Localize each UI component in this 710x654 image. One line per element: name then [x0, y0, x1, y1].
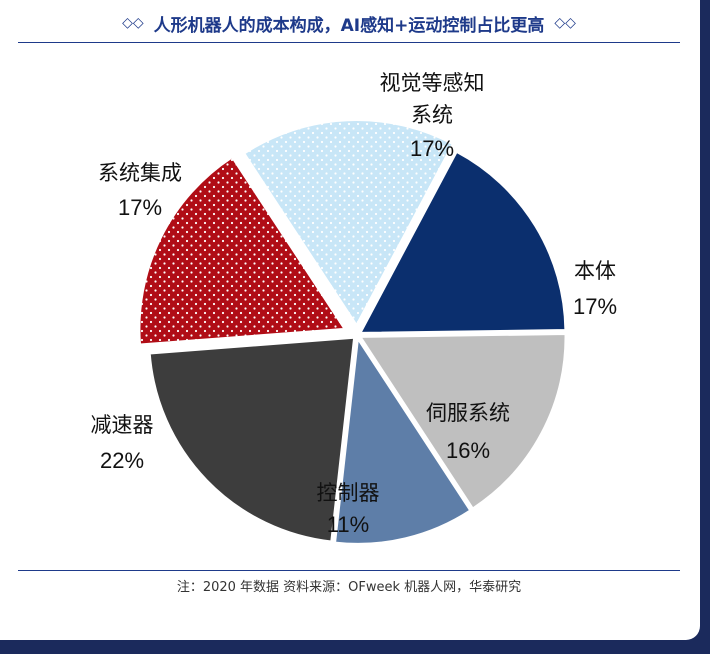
slice-value-label: 22%: [100, 448, 144, 473]
pie-slice: [333, 336, 472, 545]
slice-name-label: 减速器: [91, 413, 154, 437]
slice-name-label: 本体: [574, 259, 616, 283]
pie-slice: [242, 119, 455, 327]
pie-slice: [358, 150, 567, 334]
slice-name-label: 控制器: [317, 481, 380, 505]
source-note: 注：2020 年数据 资料来源：OFweek 机器人网，华泰研究: [176, 580, 522, 595]
slice-name-label: 视觉等感知: [380, 71, 485, 95]
footer-divider: [18, 570, 680, 571]
pie-slice: [148, 336, 356, 543]
pie-slice: [358, 333, 567, 510]
title-divider: [18, 42, 680, 43]
slice-name-label: 系统: [411, 103, 453, 127]
double-diamond-icon: ◇◇: [122, 15, 144, 31]
chart-card: ◇◇ 人形机器人的成本构成，AI感知+运动控制占比更高 ◇◇ 本体 17% 伺服系统…: [0, 0, 700, 640]
slice-value-label: 17%: [573, 294, 617, 319]
slice-value-label: 16%: [446, 438, 490, 463]
chart-title: 人形机器人的成本构成，AI感知+运动控制占比更高: [153, 15, 545, 36]
slice-value-label: 17%: [410, 136, 454, 161]
slice-value-label: 17%: [118, 195, 162, 220]
slice-name-label: 系统集成: [98, 161, 182, 185]
slice-name-label: 伺服系统: [426, 401, 510, 425]
pie-slice: [138, 155, 347, 346]
title-bar: ◇◇ 人形机器人的成本构成，AI感知+运动控制占比更高 ◇◇: [18, 4, 680, 42]
slice-value-label: 11%: [327, 512, 369, 537]
double-diamond-icon: ◇◇: [554, 15, 576, 31]
